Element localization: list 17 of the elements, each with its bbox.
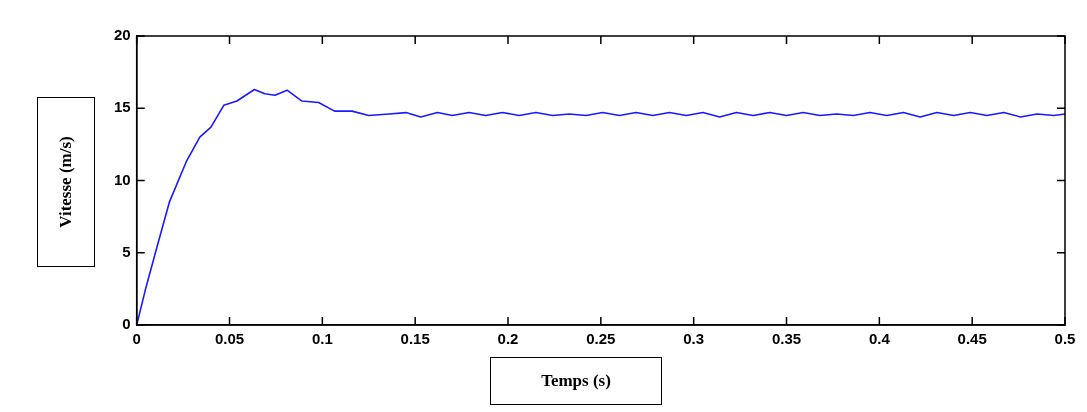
x-tick-label: 0.2 — [497, 330, 519, 348]
y-tick-label: 0 — [122, 315, 131, 333]
x-tick-label: 0.45 — [957, 330, 987, 348]
y-tick-label: 15 — [114, 98, 131, 116]
x-tick-label: 0.3 — [683, 330, 705, 348]
y-tick-label: 20 — [114, 26, 131, 44]
x-tick-label: 0.5 — [1054, 330, 1076, 348]
x-tick-label: 0.4 — [868, 330, 891, 348]
x-axis-title: Temps (s) — [541, 371, 611, 391]
y-axis-title: Vitesse (m/s) — [56, 136, 76, 228]
x-tick-label: 0.15 — [400, 330, 430, 348]
x-tick-label: 0.05 — [214, 330, 245, 348]
y-tick-label: 5 — [122, 242, 131, 260]
x-tick-label: 0.1 — [311, 330, 333, 348]
x-tick-label: 0.25 — [586, 330, 616, 348]
x-tick-label: 0.35 — [771, 330, 802, 348]
y-tick-label: 10 — [114, 170, 131, 188]
